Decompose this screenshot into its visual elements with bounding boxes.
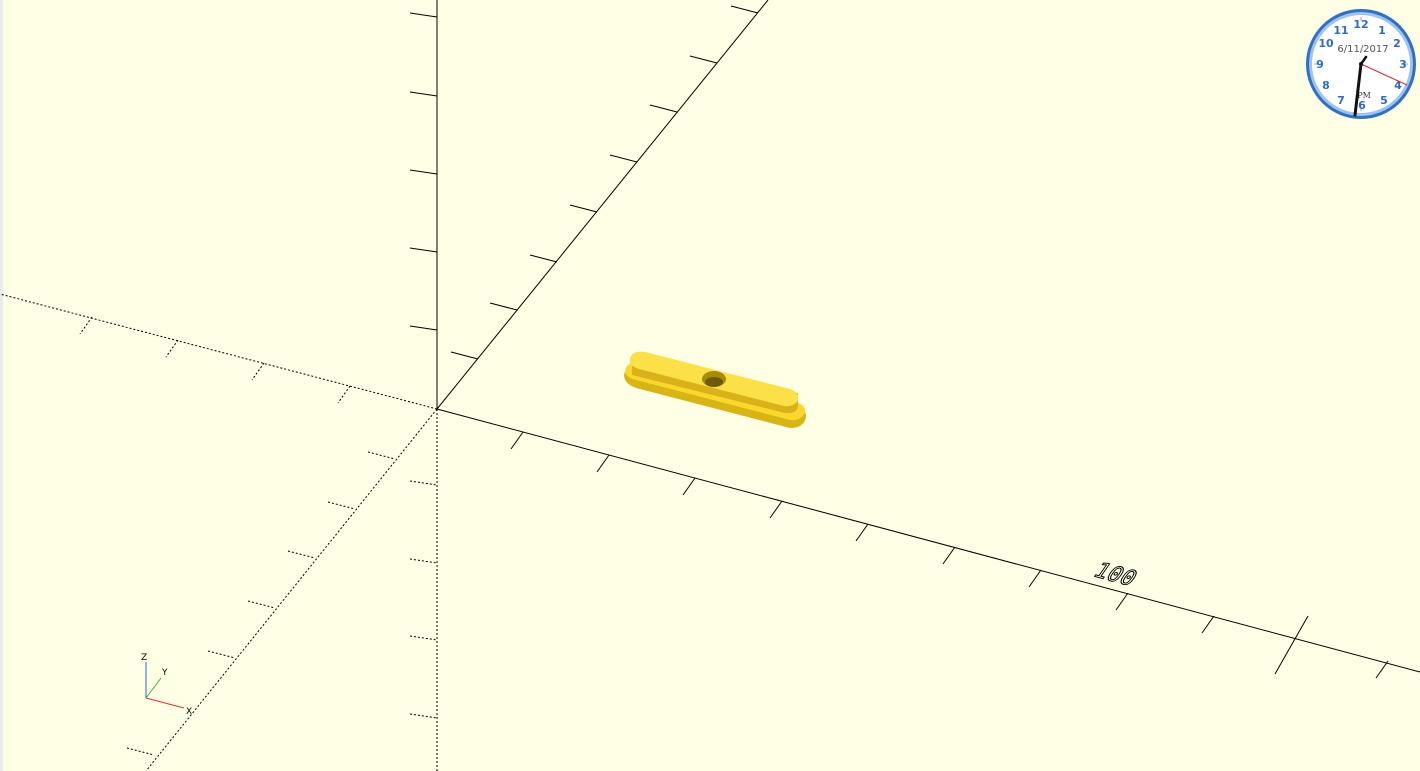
x-axis: [0, 293, 1420, 679]
clock-numerals: 12 1 2 3 4 5 6 7 8 9 10 11: [1316, 18, 1407, 112]
svg-text:5: 5: [1380, 94, 1388, 107]
svg-text:11: 11: [1333, 24, 1348, 37]
axes-indicator-x-label: X: [186, 707, 192, 717]
svg-text:3: 3: [1399, 58, 1407, 71]
clock-minute-marks: [1314, 17, 1408, 111]
clock-hour-hand: [1353, 62, 1363, 117]
ruler-scale-label: 100: [1088, 558, 1143, 591]
clock-second-hand: [1360, 63, 1408, 86]
svg-text:100: 100: [1088, 559, 1142, 591]
svg-text:12: 12: [1353, 18, 1368, 31]
svg-text:1: 1: [1378, 24, 1386, 37]
svg-text:2: 2: [1393, 37, 1401, 50]
svg-text:8: 8: [1322, 79, 1330, 92]
axes-indicator: Z Y X: [141, 653, 192, 717]
desktop-clock-widget[interactable]: 12 1 2 3 4 5 6 7 8 9 10 11 6/11/2017 PM: [1304, 5, 1418, 125]
y-axis-ticks: [126, 5, 759, 756]
svg-text:4: 4: [1394, 79, 1402, 92]
svg-text:9: 9: [1316, 58, 1324, 71]
svg-text:6: 6: [1358, 99, 1366, 112]
3d-model-part[interactable]: [624, 351, 806, 428]
svg-text:10: 10: [1318, 37, 1334, 50]
z-axis: [409, 0, 438, 771]
axes-indicator-y-label: Y: [161, 668, 168, 678]
window-left-edge: [0, 0, 3, 771]
z-axis-ticks: [409, 12, 438, 719]
x-axis-ticks: [79, 316, 1389, 679]
clock-hands: [1353, 55, 1408, 117]
clock-date: 6/11/2017: [1337, 44, 1388, 55]
y-axis: [126, 0, 769, 771]
clock-ampm: PM: [1357, 91, 1371, 100]
axes-indicator-z-label: Z: [141, 653, 147, 663]
svg-text:7: 7: [1337, 94, 1345, 107]
